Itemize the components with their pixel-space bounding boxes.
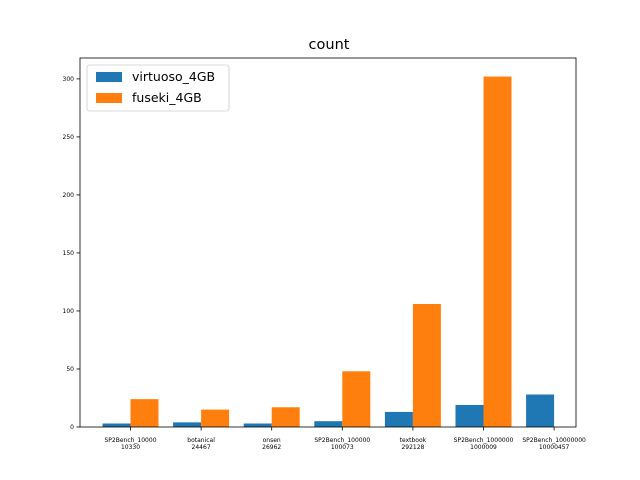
bar-fuseki_4GB-0 bbox=[130, 399, 159, 427]
y-tick-label: 150 bbox=[63, 250, 75, 257]
bar-virtuoso_4GB-0 bbox=[102, 423, 131, 427]
bar-fuseki_4GB-5 bbox=[483, 76, 512, 427]
x-tick-label: SP2Bench_10000000 10000457 bbox=[522, 437, 586, 451]
x-tick-label: textbook 292128 bbox=[400, 437, 427, 451]
x-tick-label: SP2Bench_10000 10330 bbox=[104, 437, 156, 451]
bar-virtuoso_4GB-3 bbox=[314, 421, 343, 427]
legend: virtuoso_4GB fuseki_4GB bbox=[86, 64, 230, 112]
bar-virtuoso_4GB-5 bbox=[455, 404, 484, 427]
plot-area: 0 50 100 150 200 250 300 SP2Bench_10000 10330 bot… bbox=[63, 57, 586, 451]
legend-swatch-virtuoso_4GB bbox=[96, 72, 122, 82]
y-tick-label: 300 bbox=[63, 76, 75, 83]
y-tick-label: 250 bbox=[63, 134, 75, 141]
bar-fuseki_4GB-1 bbox=[201, 409, 230, 427]
bar-fuseki_4GB-4 bbox=[412, 304, 441, 427]
bar-fuseki_4GB-2 bbox=[271, 407, 300, 427]
x-tick-label: SP2Bench_100000 100073 bbox=[314, 437, 370, 451]
y-tick-label: 50 bbox=[66, 366, 74, 373]
chart-title: count bbox=[309, 37, 350, 53]
legend-swatch-fuseki_4GB bbox=[96, 93, 122, 103]
axes-frame bbox=[79, 57, 577, 428]
bar-fuseki_4GB-3 bbox=[342, 371, 371, 427]
bar-virtuoso_4GB-1 bbox=[173, 422, 202, 427]
legend-box bbox=[86, 64, 230, 112]
legend-label-fuseki_4GB: fuseki_4GB bbox=[132, 90, 202, 105]
y-tick-label: 100 bbox=[63, 308, 75, 315]
bar-virtuoso_4GB-4 bbox=[384, 411, 413, 427]
x-tick-label: botanical 24467 bbox=[187, 437, 215, 451]
x-tick-label: SP2Bench_1000000 1000009 bbox=[454, 437, 514, 451]
bar-virtuoso_4GB-2 bbox=[243, 423, 272, 427]
legend-label-virtuoso_4GB: virtuoso_4GB bbox=[132, 69, 215, 84]
y-tick-label: 0 bbox=[70, 424, 74, 431]
y-tick-label: 200 bbox=[63, 192, 75, 199]
bar-virtuoso_4GB-6 bbox=[526, 394, 555, 427]
x-tick-label: onsen 26962 bbox=[262, 437, 281, 451]
